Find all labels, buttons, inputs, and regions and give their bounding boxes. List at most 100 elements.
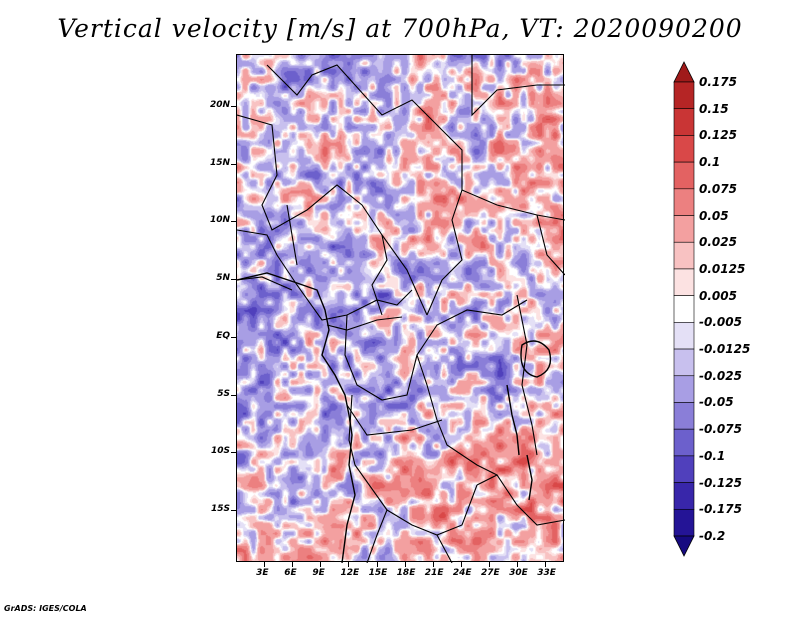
colorbar-min-arrow [673, 535, 695, 557]
border-line [371, 234, 388, 316]
vertical-velocity-field [237, 55, 563, 561]
lat-tick [231, 510, 236, 512]
border-line [348, 394, 388, 563]
lon-tick [489, 562, 491, 567]
colorbar-label: -0.125 [699, 475, 742, 490]
colorbar-label: -0.0125 [699, 342, 751, 357]
colorbar-swatch [673, 268, 695, 296]
colorbar-label: -0.1 [699, 448, 726, 463]
border-line [461, 189, 565, 221]
colorbar-label: 0.125 [699, 128, 737, 143]
colorbar-swatch [673, 455, 695, 483]
colorbar-swatch [673, 108, 695, 136]
lon-tick [376, 562, 378, 567]
lat-tick [231, 452, 236, 454]
colorbar-swatch [673, 322, 695, 350]
colorbar-swatch [673, 295, 695, 323]
border-line [286, 204, 298, 266]
colorbar-swatch [673, 241, 695, 270]
border-line [386, 484, 478, 536]
colorbar-label: 0.075 [699, 181, 737, 196]
border-line [237, 229, 413, 321]
lon-tick [432, 562, 434, 567]
lat-tick [231, 394, 236, 396]
lake-malawi-shore [526, 454, 533, 501]
border-line [237, 276, 293, 291]
border-line [436, 534, 453, 563]
lat-label: 5N [216, 273, 230, 284]
border-line [237, 114, 428, 316]
lon-label: 33E [537, 568, 556, 578]
colorbar-swatch [673, 161, 695, 190]
colorbar-swatch [673, 188, 695, 216]
colorbar-swatch [673, 135, 695, 163]
border-line [344, 299, 528, 401]
colorbar [673, 61, 695, 557]
border-line [266, 64, 463, 316]
border-line [346, 404, 443, 436]
lat-label: 15S [210, 504, 230, 515]
lon-tick [320, 562, 322, 567]
colorbar-label: 0.025 [699, 235, 737, 250]
lon-tick [264, 562, 266, 567]
lat-label: 10N [209, 215, 230, 226]
colorbar-swatch [673, 215, 695, 243]
colorbar-swatch [673, 375, 695, 403]
colorbar-label: -0.025 [699, 368, 742, 383]
lat-tick [231, 279, 236, 281]
lon-label: 3E [256, 568, 269, 578]
map-panel [236, 54, 565, 563]
grads-credit: GrADS: IGES/COLA [4, 604, 87, 613]
lat-tick [231, 336, 236, 338]
lon-tick [460, 562, 462, 567]
chart-title: Vertical velocity [m/s] at 700hPa, VT: 2… [57, 14, 743, 43]
coastline [237, 272, 356, 563]
lat-tick [231, 105, 236, 107]
colorbar-swatch [673, 348, 695, 377]
lon-label: 30E [509, 568, 528, 578]
lat-label: 5S [217, 388, 230, 399]
lon-label: 6E [284, 568, 297, 578]
lon-tick [517, 562, 519, 567]
lon-label: 9E [312, 568, 325, 578]
lon-label: 15E [368, 568, 388, 578]
lon-tick [348, 562, 350, 567]
border-line [326, 316, 403, 331]
lat-label: 10S [210, 446, 230, 457]
colorbar-label: -0.175 [699, 502, 742, 517]
lake-victoria-shore [520, 340, 552, 378]
colorbar-label: 0.05 [699, 208, 729, 223]
colorbar-label: 0.15 [699, 101, 729, 116]
lat-label: 15N [209, 157, 230, 168]
colorbar-swatch [673, 81, 695, 110]
colorbar-swatch [673, 402, 695, 430]
colorbar-swatch [673, 482, 695, 510]
lon-label: 27E [481, 568, 500, 578]
lon-tick [404, 562, 406, 567]
lon-tick [545, 562, 547, 567]
lon-tick [292, 562, 294, 567]
lon-label: 12E [340, 568, 360, 578]
colorbar-label: 0.0125 [699, 261, 746, 276]
border-line [471, 55, 565, 117]
colorbar-swatch [673, 508, 695, 537]
colorbar-max-arrow [673, 61, 695, 83]
colorbar-label: 0.175 [699, 75, 737, 89]
colorbar-label: -0.2 [699, 529, 726, 543]
colorbar-swatch [673, 428, 695, 457]
lat-tick [231, 221, 236, 223]
colorbar-label: 0.1 [699, 155, 721, 170]
lat-label: EQ [216, 330, 230, 341]
lat-tick [231, 163, 236, 165]
border-line [536, 214, 565, 276]
border-line [416, 354, 498, 476]
lon-label: 24E [452, 568, 472, 578]
country-borders [237, 55, 565, 563]
lat-label: 20N [209, 99, 230, 110]
lon-label: 21E [424, 568, 444, 578]
colorbar-label: -0.075 [699, 422, 742, 437]
lake-tanganyika-shore [506, 384, 520, 456]
colorbar-label: -0.05 [699, 395, 734, 410]
border-line [516, 294, 538, 456]
border-line [476, 474, 565, 526]
